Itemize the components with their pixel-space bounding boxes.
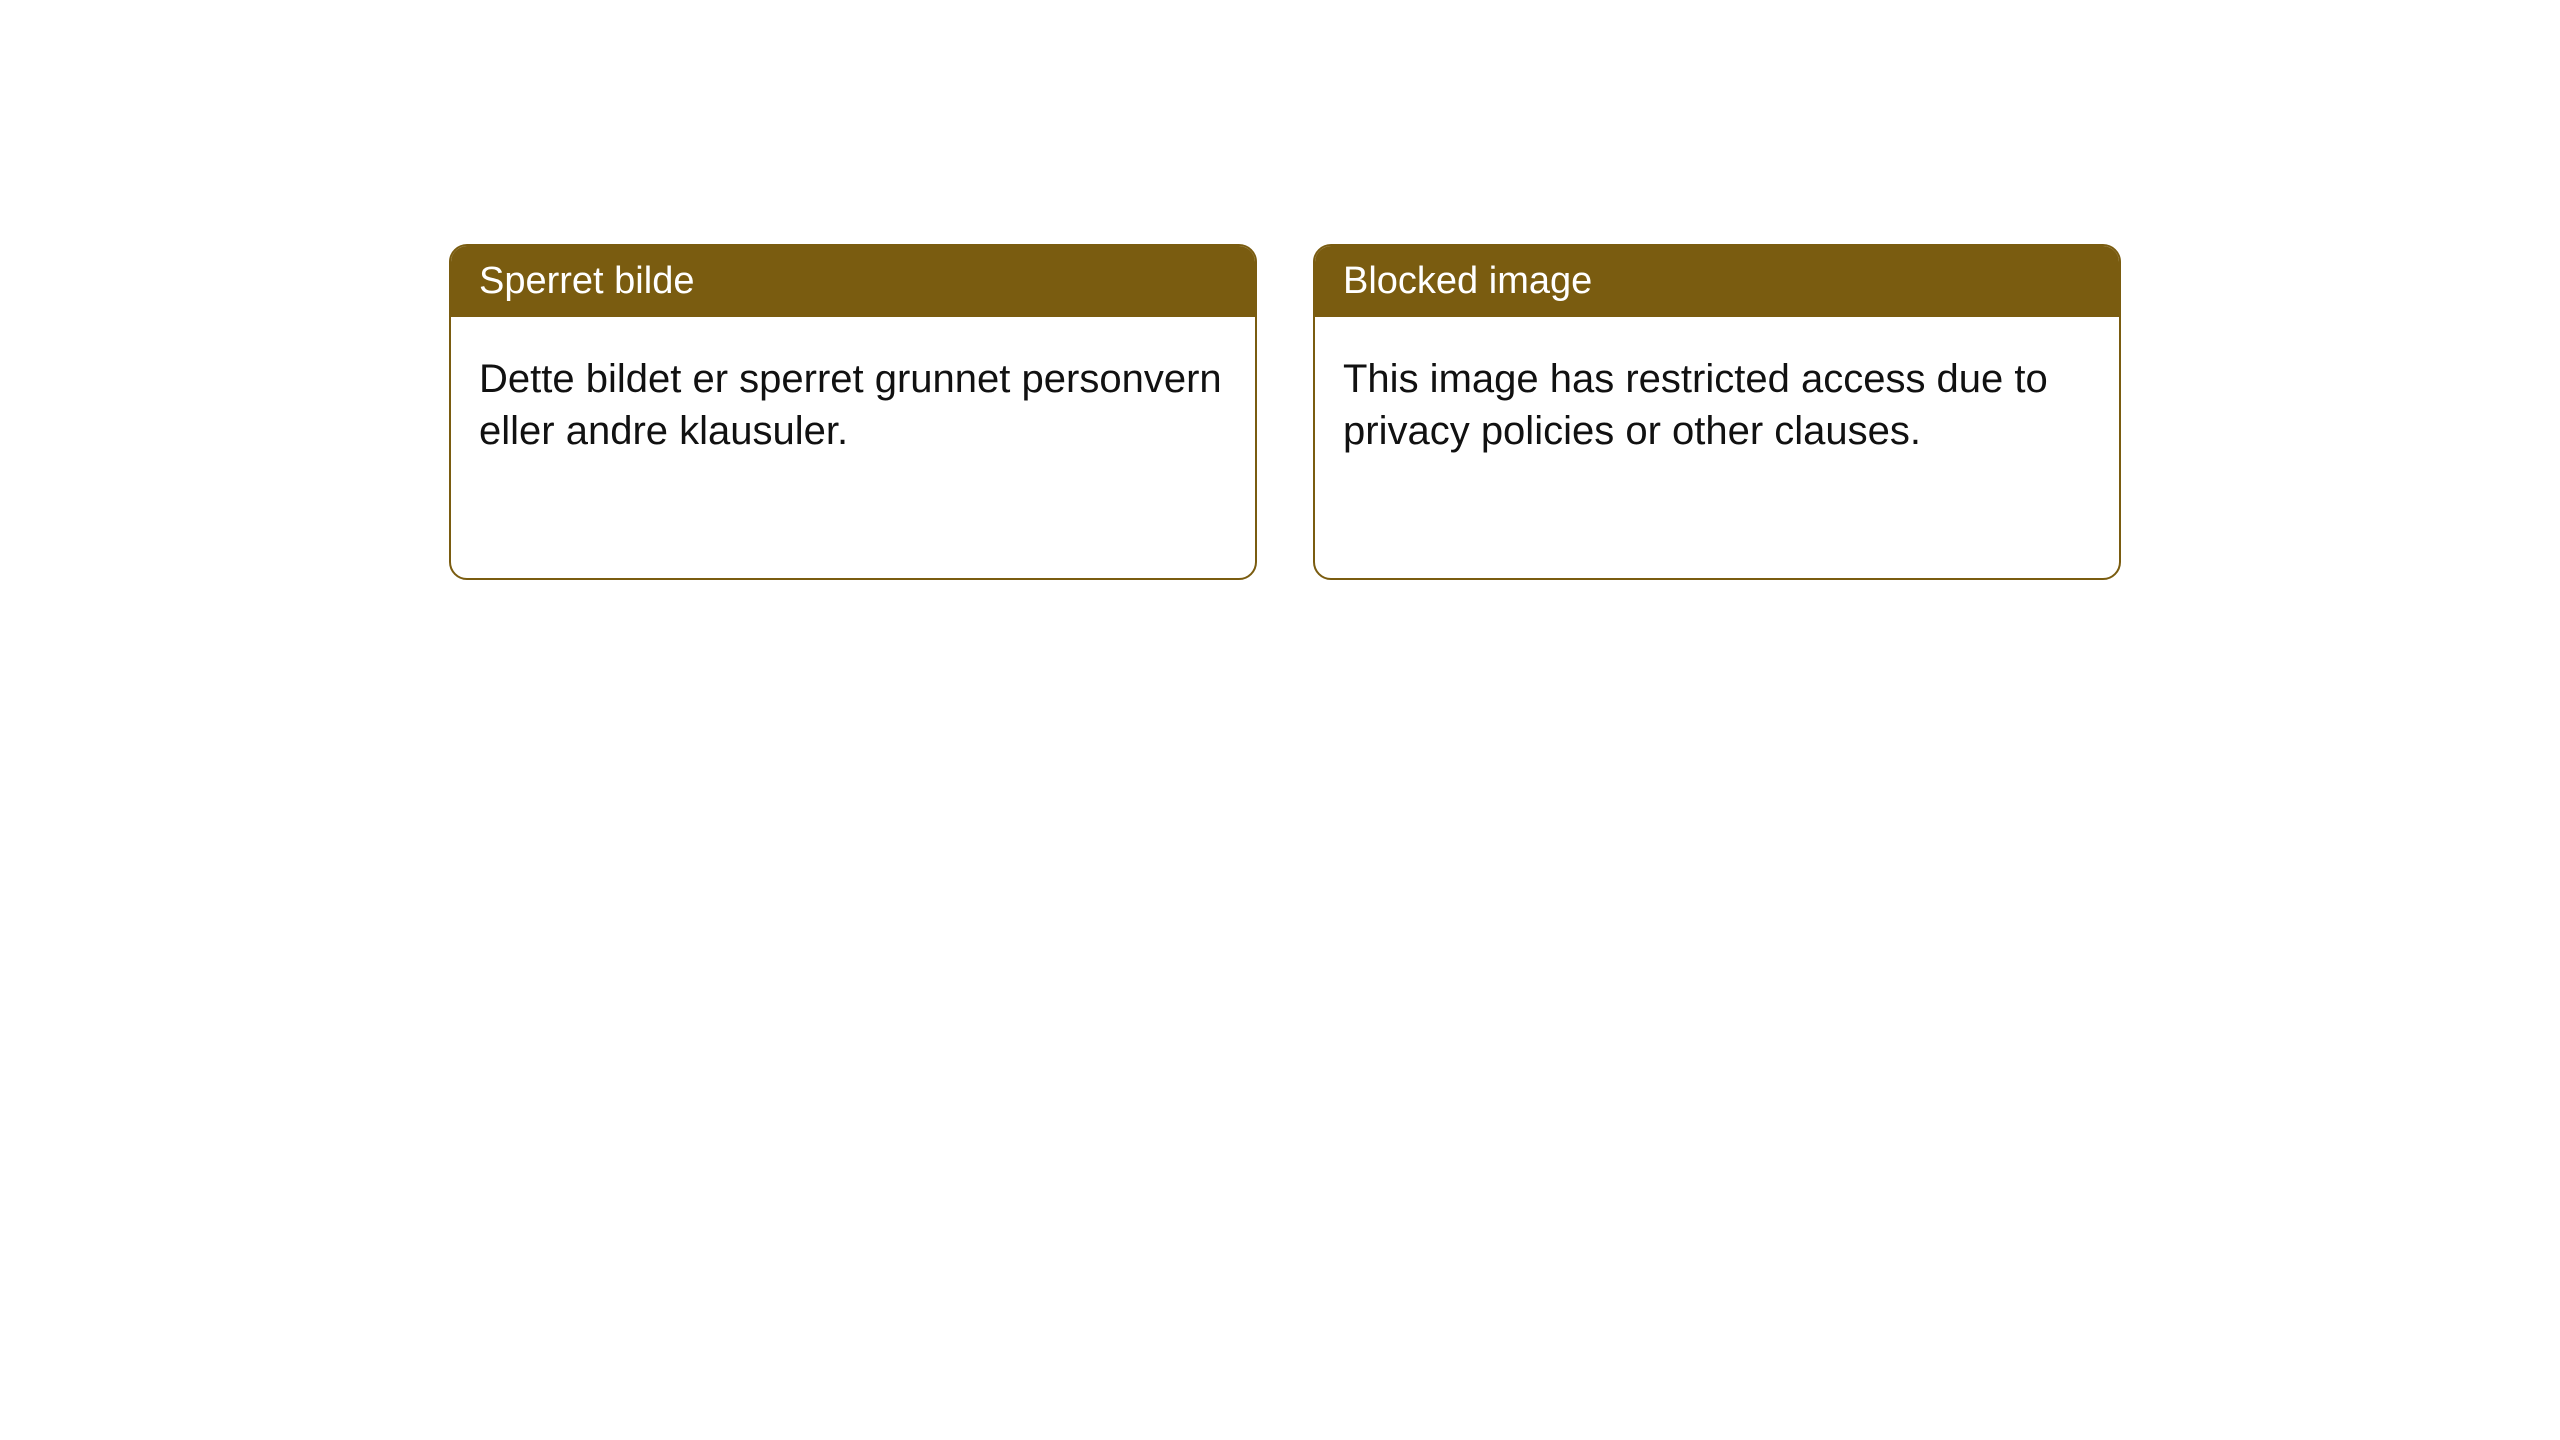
notice-card-norwegian: Sperret bilde Dette bildet er sperret gr… [449,244,1257,580]
notice-container: Sperret bilde Dette bildet er sperret gr… [449,244,2121,580]
card-header: Blocked image [1315,246,2119,317]
card-header: Sperret bilde [451,246,1255,317]
notice-card-english: Blocked image This image has restricted … [1313,244,2121,580]
card-body: This image has restricted access due to … [1315,317,2119,493]
card-body: Dette bildet er sperret grunnet personve… [451,317,1255,493]
